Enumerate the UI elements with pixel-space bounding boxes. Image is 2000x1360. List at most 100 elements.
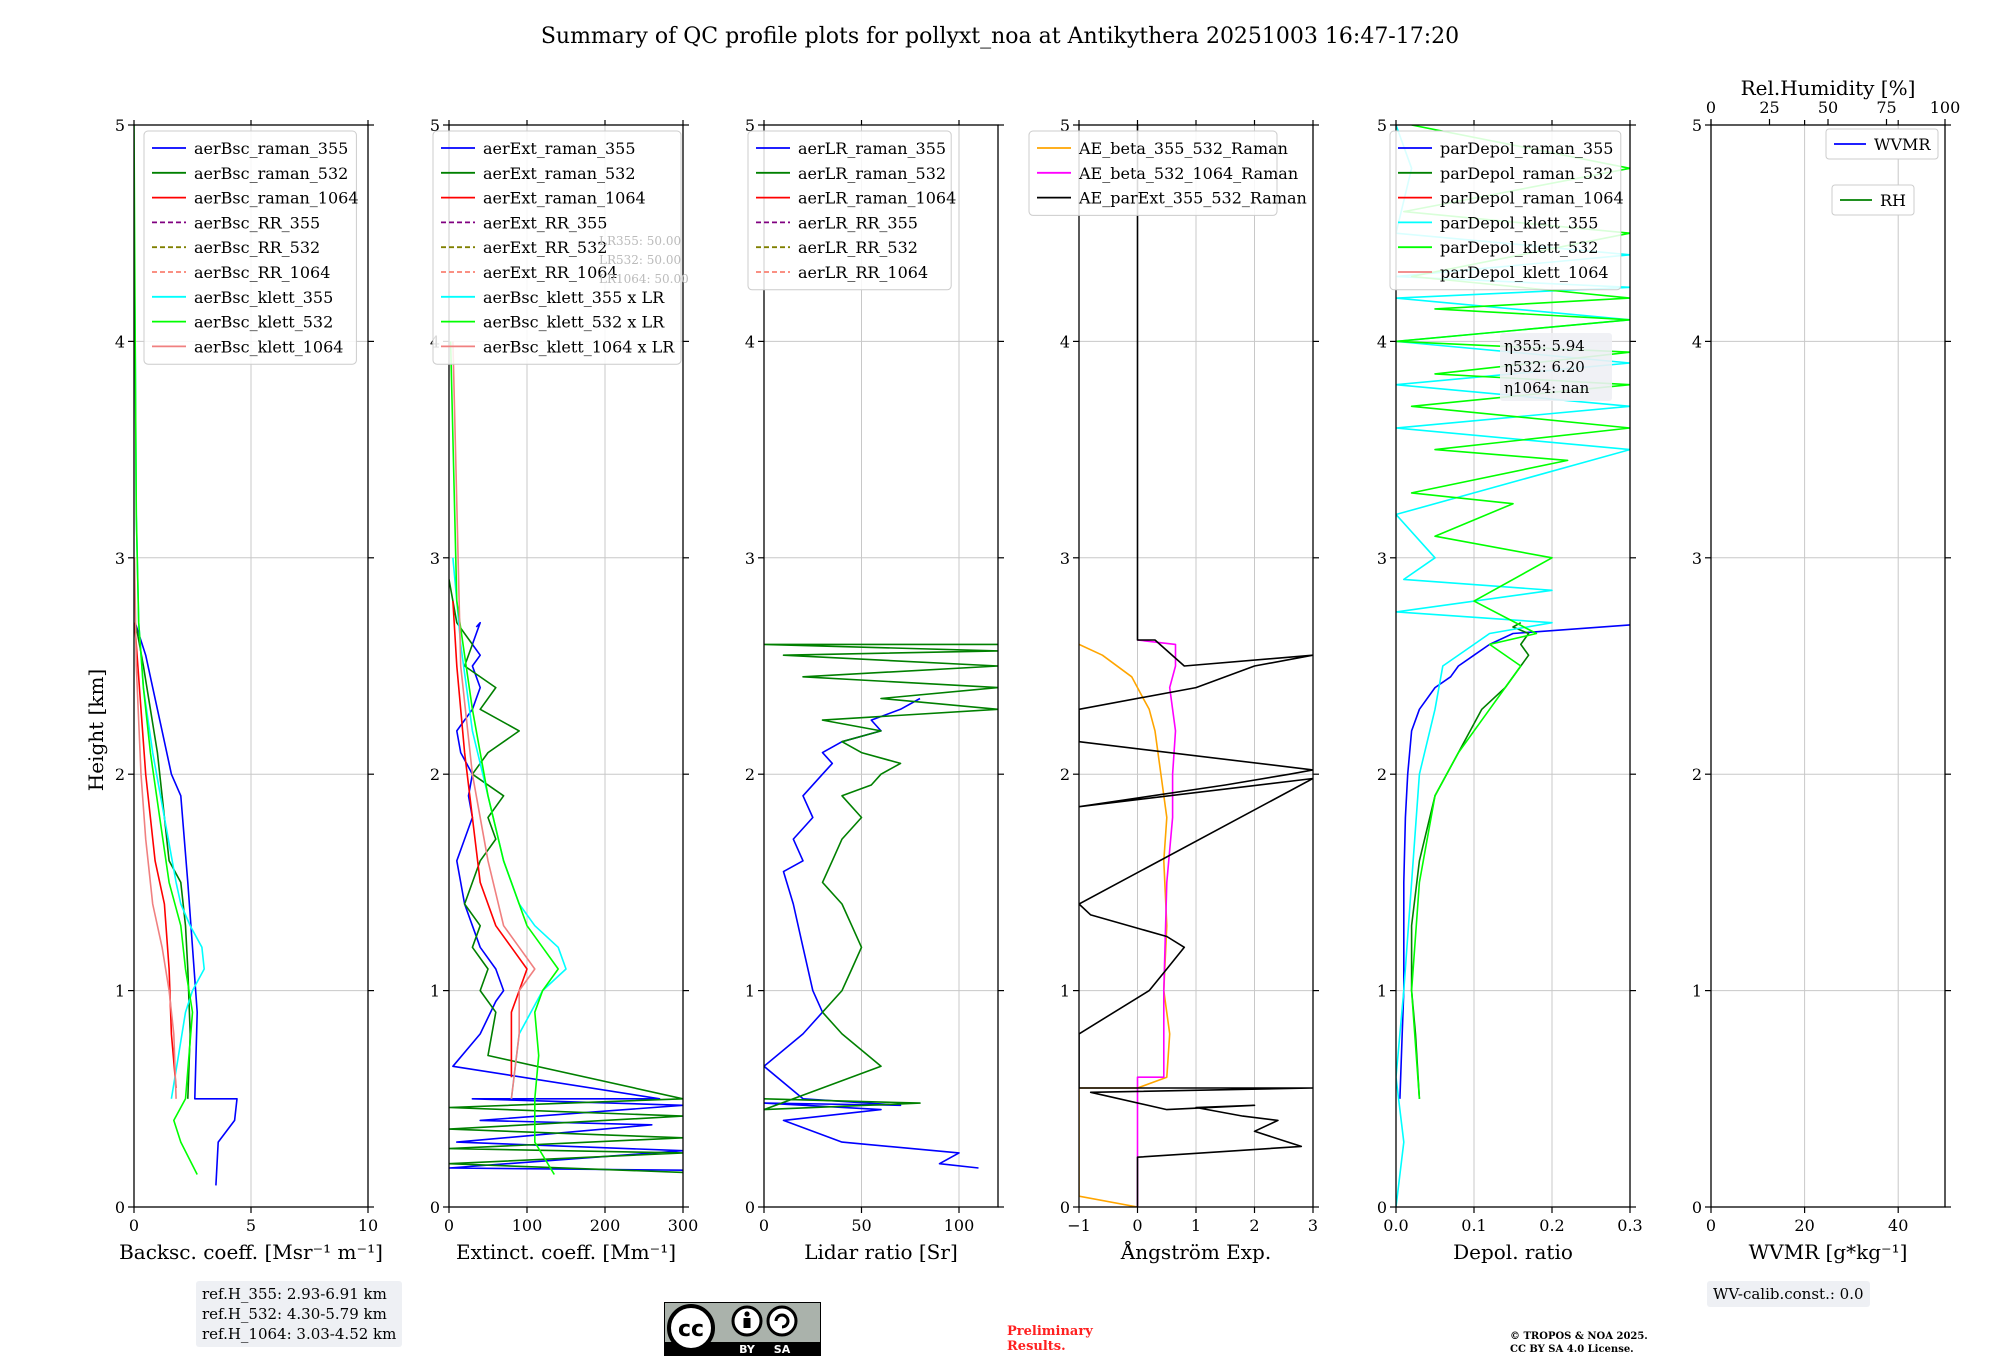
y-tick-label: 1: [115, 982, 125, 1001]
x-axis-label: WVMR [g*kg⁻¹]: [1749, 1240, 1908, 1264]
x-tick-label: 0: [1706, 1216, 1716, 1235]
legend-label: aerLR_raman_532: [798, 164, 946, 183]
series-group: [449, 341, 683, 1175]
y-tick-label: 0: [115, 1198, 125, 1217]
legend-frame: [1028, 130, 1278, 216]
legend-label: aerExt_raman_532: [483, 164, 636, 183]
y-tick-label: 1: [430, 982, 440, 1001]
y-tick-label: 5: [1692, 116, 1702, 135]
preliminary-note: Preliminary Results.: [1007, 1324, 1093, 1354]
x-tick-label: 100: [944, 1216, 975, 1235]
series-ae-beta-532-1064-raman: [1136, 639, 1177, 1207]
axes-frame: [1710, 124, 1946, 1208]
cc-badge-graphic: cc BY SA: [664, 1302, 821, 1356]
y-tick-label: 1: [745, 982, 755, 1001]
legend-label: aerBsc_raman_355: [194, 139, 348, 158]
series-aerbsc-klett-532-x-lr: [449, 341, 560, 1175]
y-tick-label: 3: [745, 549, 755, 568]
ref-heights-box: ref.H_355: 2.93-6.91 km ref.H_532: 4.30-…: [196, 1281, 403, 1347]
preliminary-line-1: Preliminary: [1007, 1324, 1093, 1339]
lr-text: LR355: 50.00: [599, 234, 681, 248]
y-tick-label: 0: [1377, 1198, 1387, 1217]
legend-label: AE_beta_355_532_Raman: [1078, 139, 1288, 158]
y-tick-label: 4: [745, 332, 755, 351]
legend-label: parDepol_klett_355: [1440, 213, 1598, 232]
svg-text:cc: cc: [678, 1317, 704, 1342]
axes-frame: [1395, 124, 1631, 1208]
y-tick-label: 0: [430, 1198, 440, 1217]
series-aerlr-raman-355: [764, 697, 979, 1169]
series-pardepol-raman-355: [1399, 624, 1630, 1099]
y-tick-label: 3: [1692, 549, 1702, 568]
copyright-line-1: © TROPOS & NOA 2025.: [1510, 1331, 1648, 1342]
series-aerbsc-klett-1064-x-lr: [452, 341, 536, 1099]
series-aerext-raman-532: [449, 579, 683, 1174]
series-pardepol-raman-532: [1410, 621, 1530, 1099]
x-tick-label: 3: [1308, 1216, 1318, 1235]
series-aerbsc-klett-532: [134, 125, 198, 1175]
y-tick-label: 2: [1377, 765, 1387, 784]
x-axis-label: Extinct. coeff. [Mm⁻¹]: [456, 1240, 676, 1264]
legend-frame: [143, 130, 357, 365]
legend-frame: [747, 130, 952, 291]
x-axis-label: Backsc. coeff. [Msr⁻¹ m⁻¹]: [119, 1240, 383, 1264]
legend-label: aerBsc_klett_355: [194, 288, 333, 307]
y-tick-label: 0: [1060, 1198, 1070, 1217]
legend-label: aerExt_RR_355: [483, 213, 607, 232]
x-tick-label: 40: [1888, 1216, 1908, 1235]
ref-height-1064: ref.H_1064: 3.03-4.52 km: [202, 1325, 397, 1343]
legend: parDepol_raman_355 parDepol_raman_532 parD…: [1389, 130, 1624, 291]
legend: aerLR_raman_355 aerLR_raman_532 aerLR_rama…: [747, 130, 956, 291]
axes-frame: [763, 124, 999, 1208]
ref-height-355: ref.H_355: 2.93-6.91 km: [202, 1285, 387, 1303]
eta-text: η355: 5.94: [1504, 337, 1585, 355]
legend-label: parDepol_klett_1064: [1440, 263, 1609, 282]
y-tick-label: 0: [745, 1198, 755, 1217]
legend-label: aerBsc_RR_355: [194, 213, 320, 232]
legend-label: parDepol_klett_532: [1440, 238, 1598, 257]
cc-sa-label: SA: [774, 1343, 791, 1356]
ref-height-532: ref.H_532: 4.30-5.79 km: [202, 1305, 387, 1323]
y-tick-label: 1: [1692, 982, 1702, 1001]
panel-5: 0.0 0.1 0.2 0.3 0 1 2 3 4 5 Depol. ratio parDepol_r…: [1377, 116, 1643, 1264]
x-tick-label: 0: [444, 1216, 454, 1235]
height-axis-label: Height [km]: [84, 669, 108, 791]
legend-label: aerLR_raman_1064: [798, 189, 956, 208]
legend-label: RH: [1880, 191, 1906, 210]
lr-text: LR532: 50.00: [599, 253, 681, 267]
legend-label: aerBsc_RR_1064: [194, 263, 330, 282]
y-tick-label: 3: [115, 549, 125, 568]
legend-label: aerExt_RR_532: [483, 238, 607, 257]
series-aerext-raman-1064: [452, 601, 528, 1078]
top-x-tick-label: 25: [1759, 98, 1779, 117]
series-aerbsc-raman-355: [134, 622, 238, 1186]
legend-label: aerLR_raman_355: [798, 139, 946, 158]
y-tick-label: 5: [1377, 116, 1387, 135]
x-tick-label: 50: [851, 1216, 871, 1235]
y-tick-label: 4: [115, 332, 125, 351]
cc-by-label: BY: [739, 1343, 756, 1356]
cc-by-sa-badge: cc BY SA: [664, 1302, 821, 1360]
legend-label: AE_beta_532_1064_Raman: [1078, 164, 1298, 183]
panel-1: 0 5 10 0 1 2 3 4 5 Backsc. coeff. [Msr⁻¹ m⁻¹] aerB…: [115, 116, 383, 1264]
axes-frame: [448, 124, 684, 1208]
x-tick-label: 20: [1794, 1216, 1814, 1235]
top-x-tick-label: 50: [1818, 98, 1838, 117]
legend-label: aerExt_RR_1064: [483, 263, 618, 282]
y-tick-label: 3: [430, 549, 440, 568]
legend-label: aerBsc_klett_1064: [194, 337, 343, 356]
legend-label: aerBsc_klett_532: [194, 313, 333, 332]
x-tick-label: 2: [1249, 1216, 1259, 1235]
x-axis-label: Depol. ratio: [1453, 1240, 1573, 1264]
top-x-axis-label: Rel.Humidity [%]: [1741, 76, 1916, 100]
x-tick-label: 5: [246, 1216, 256, 1235]
series-aerbsc-klett-1064: [134, 557, 177, 1099]
legend-label: parDepol_raman_532: [1440, 164, 1613, 183]
legend: aerExt_raman_355 aerExt_raman_532 aerExt_r…: [432, 130, 682, 365]
legend-frame: [432, 130, 682, 365]
y-tick-label: 5: [745, 116, 755, 135]
copyright-line-2: CC BY SA 4.0 License.: [1510, 1344, 1634, 1355]
y-tick-label: 5: [1060, 116, 1070, 135]
